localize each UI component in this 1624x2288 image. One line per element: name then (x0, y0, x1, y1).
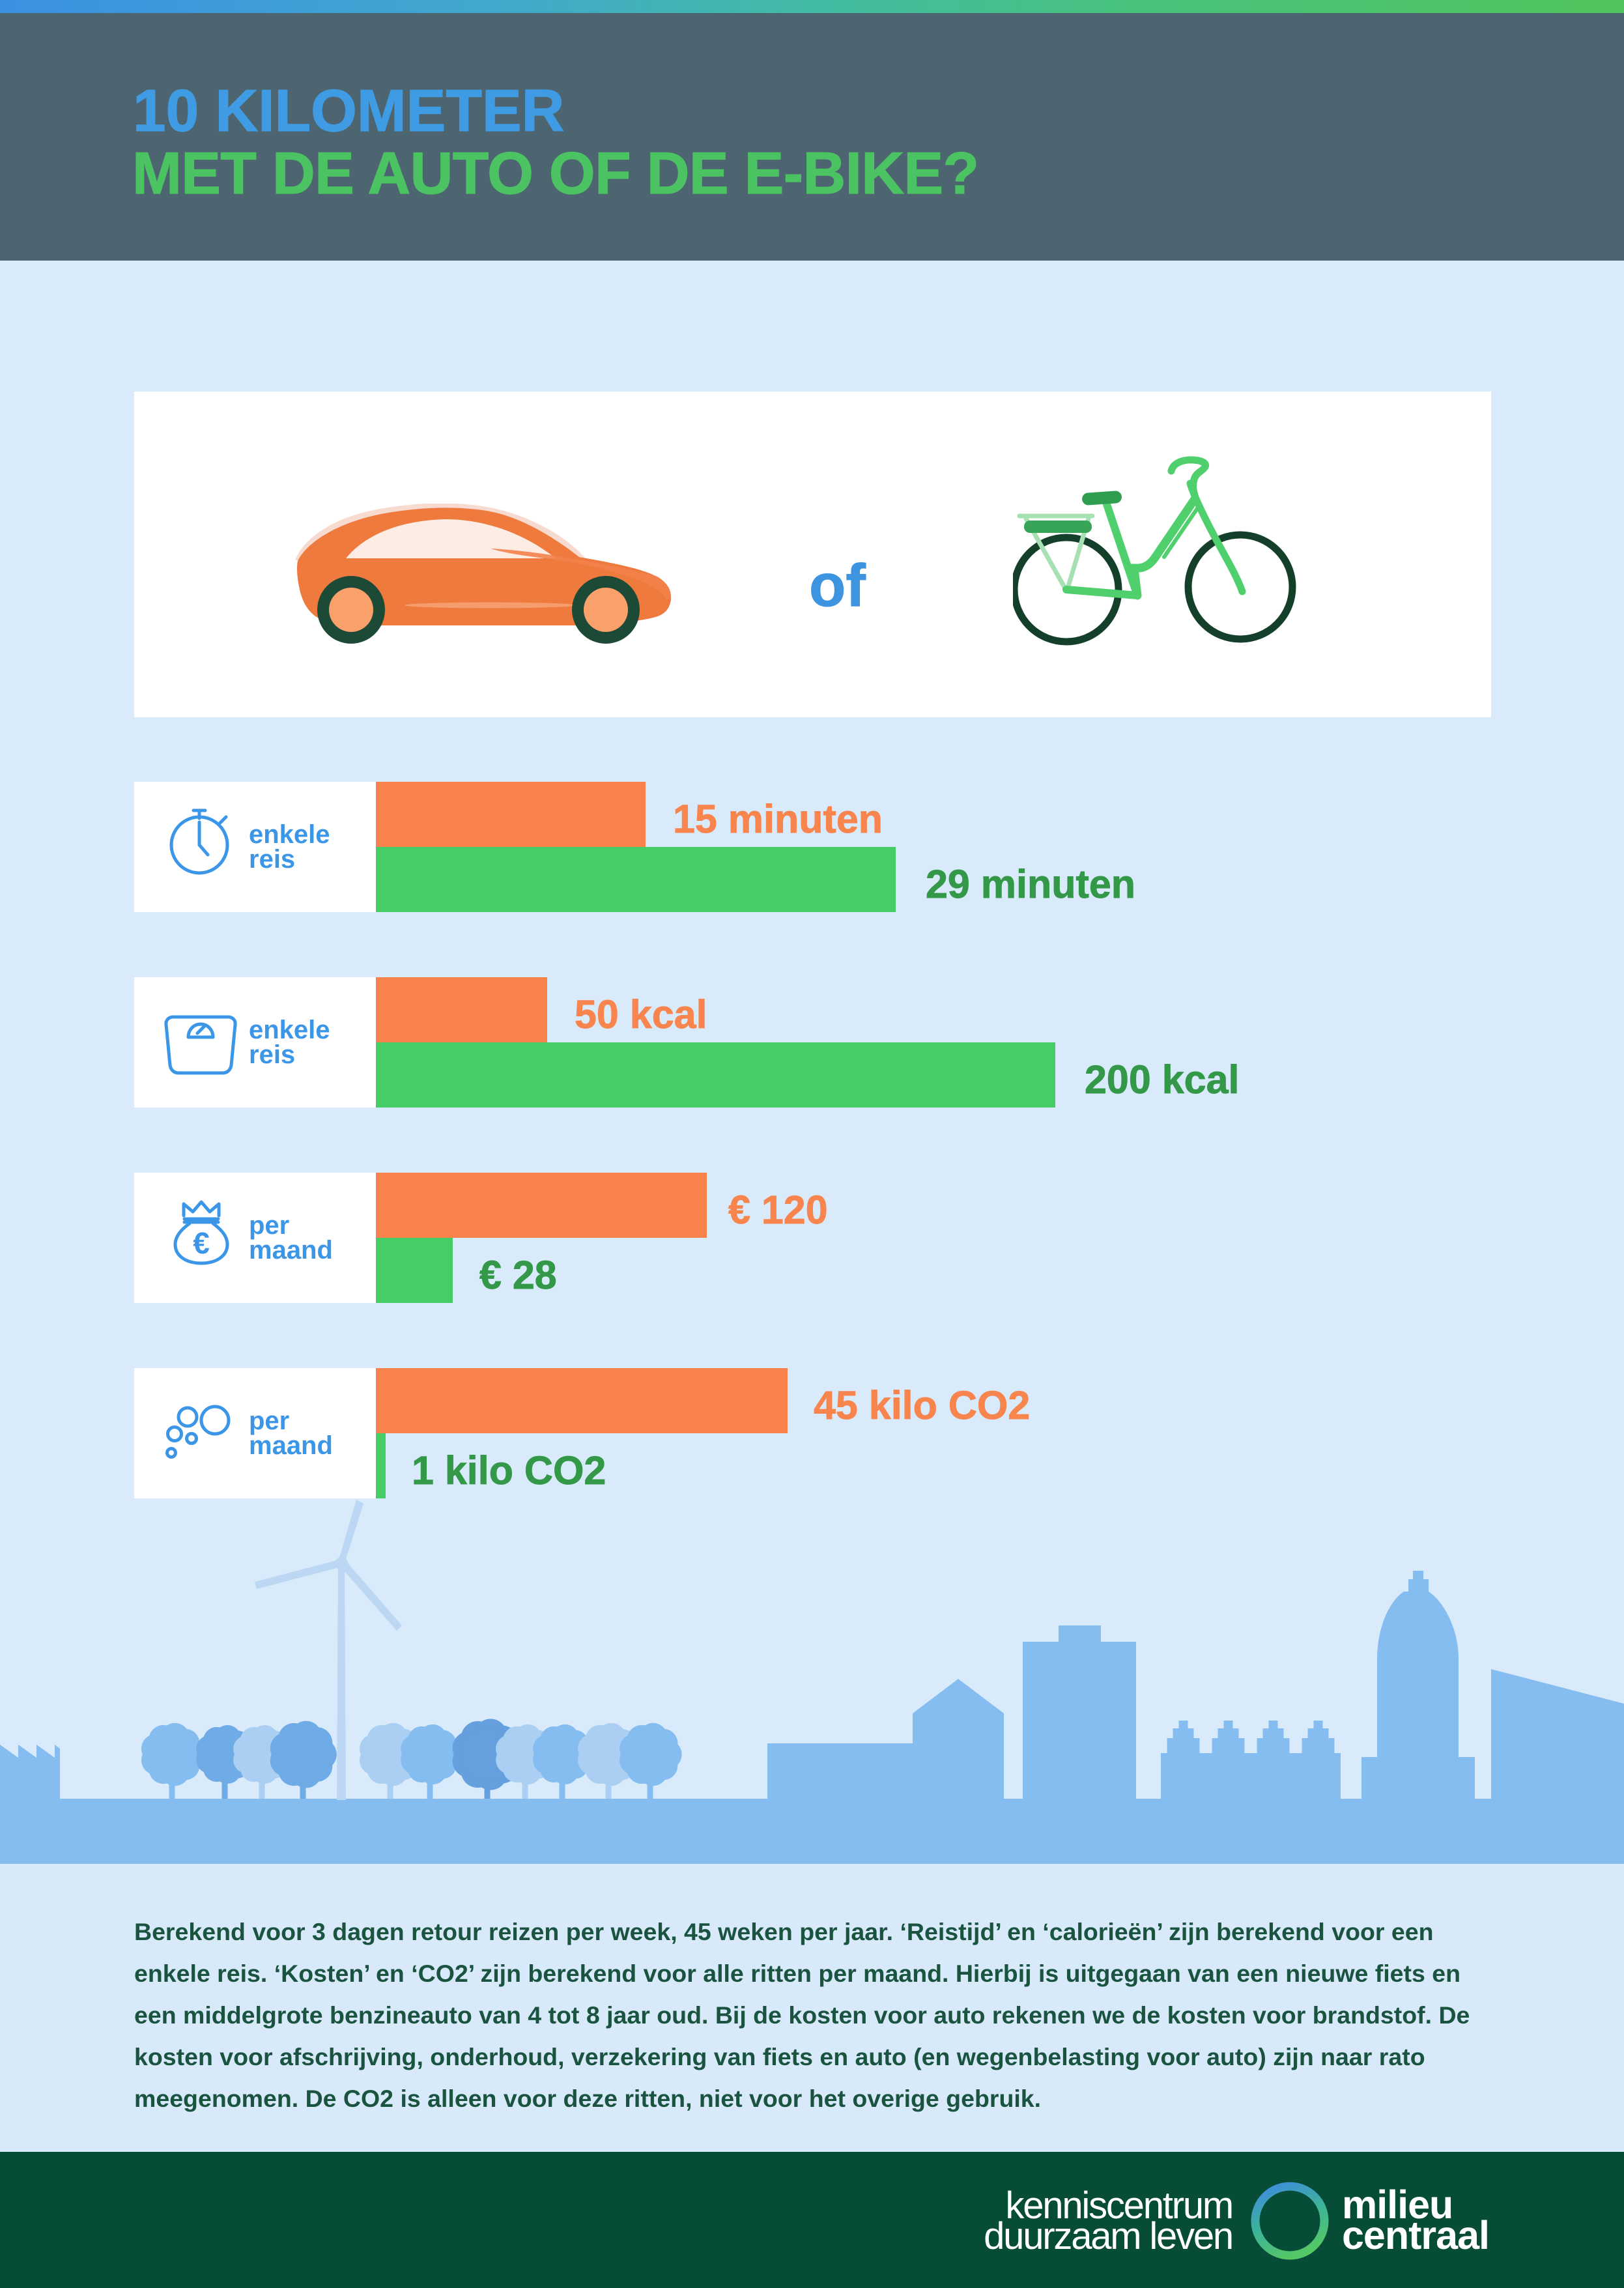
svg-text:€: € (193, 1226, 210, 1260)
